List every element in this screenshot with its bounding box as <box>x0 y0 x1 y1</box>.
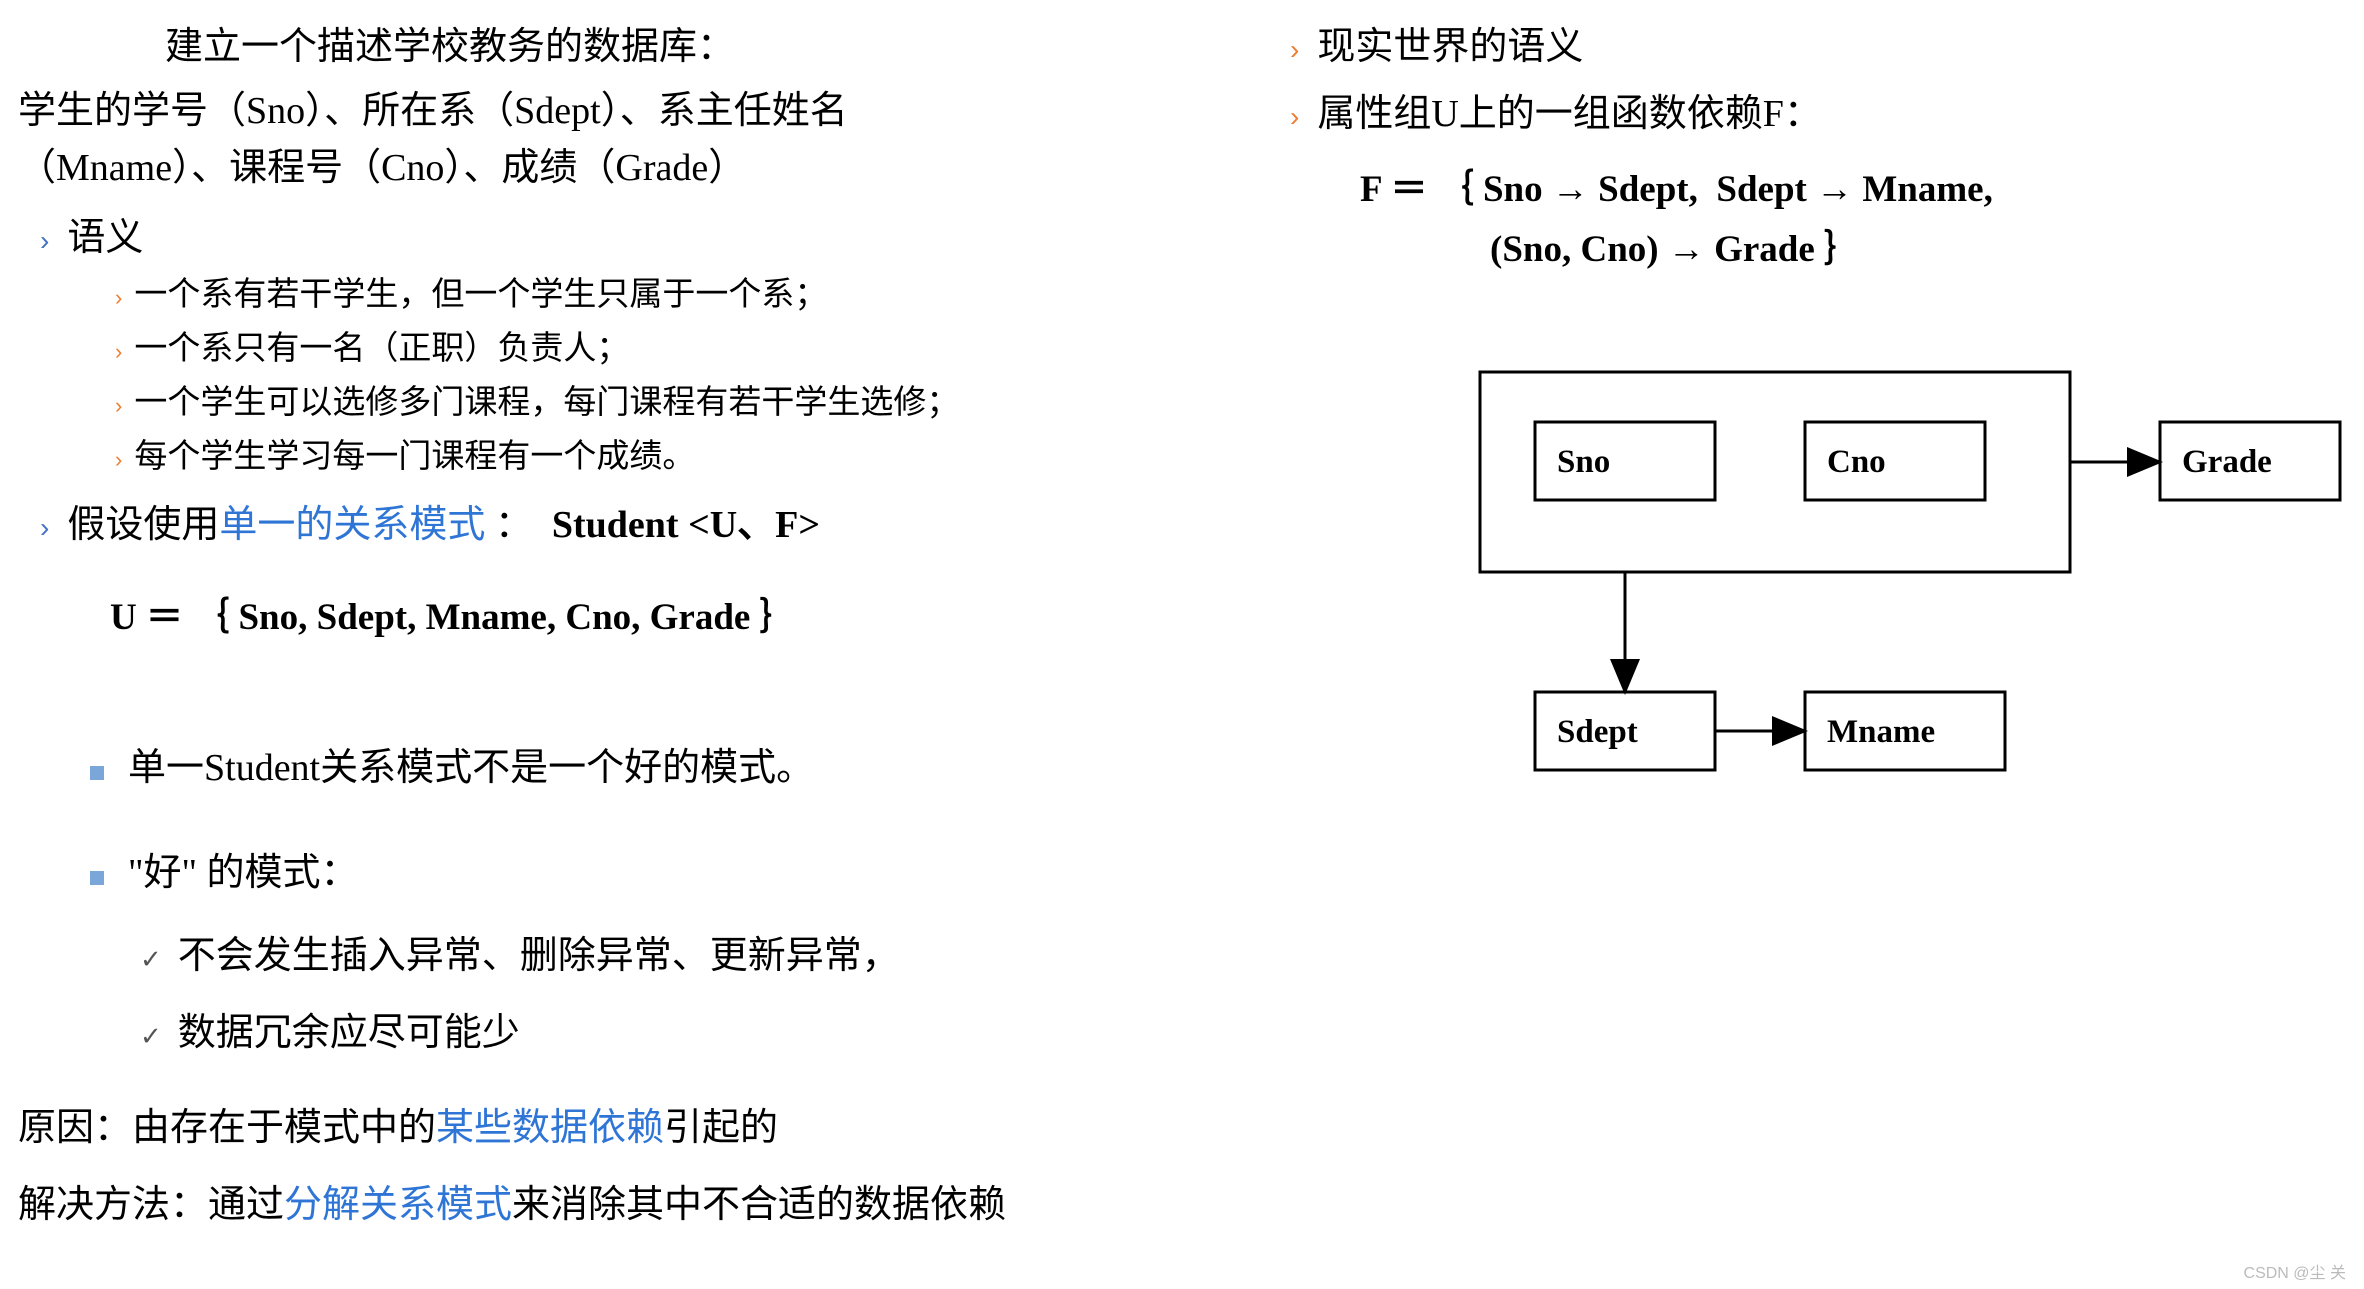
assume-blue: 单一的关系模式 <box>219 504 485 546</box>
fd-diagram-svg: Sno Cno Grade Sdept Mname <box>1470 362 2350 852</box>
check-item-2: ✓ 数据冗余应尽可能少 <box>140 1001 1260 1056</box>
svg-text:Sdept: Sdept <box>1557 714 1638 750</box>
solution-pre: 通过 <box>208 1184 284 1226</box>
sq-item-2: "好" 的模式： <box>90 841 1260 896</box>
chevron-icon: › <box>115 285 122 311</box>
reason-post: 引起的 <box>664 1107 778 1149</box>
right-b2: › 属性组U上的一组函数依赖F： <box>1290 82 2350 137</box>
check-icon: ✓ <box>140 1021 162 1052</box>
chevron-icon: › <box>115 393 122 419</box>
sem-item-3: › 一个学生可以选修多门课程，每门课程有若干学生选修； <box>115 375 1260 423</box>
check-item-1: ✓ 不会发生插入异常、删除异常、更新异常， <box>140 924 1260 979</box>
reason-pre: 由存在于模式中的 <box>132 1107 436 1149</box>
chevron-icon: › <box>1290 34 1299 66</box>
svg-text:Cno: Cno <box>1827 444 1886 480</box>
sq-item-1: 单一Student关系模式不是一个好的模式。 <box>90 736 1260 791</box>
u-formula: U ＝ ｛ Sno, Sdept, Mname, Cno, Grade ｝ <box>110 586 1260 640</box>
solution-line: 解决方法：通过分解关系模式来消除其中不合适的数据依赖 <box>18 1173 1260 1228</box>
attrs-line1: 学生的学号（Sno）、所在系（Sdept）、系主任姓名 <box>18 84 1260 139</box>
svg-text:Sno: Sno <box>1557 444 1610 480</box>
f-line2: (Sno, Cno) → Grade ｝ <box>1490 219 2350 279</box>
fd-diagram: Sno Cno Grade Sdept Mname <box>1470 362 2350 852</box>
f-line1: F ＝ ｛ Sno → Sdept, Sdept → Mname, <box>1360 159 2350 219</box>
chevron-icon: › <box>115 447 122 473</box>
chevron-icon: › <box>1290 101 1299 133</box>
square-icon <box>90 766 104 780</box>
sem-item-2: › 一个系只有一名（正职）负责人； <box>115 321 1260 369</box>
chevron-icon: › <box>40 512 49 544</box>
square-icon <box>90 871 104 885</box>
attrs-line2: （Mname）、课程号（Cno）、成绩（Grade） <box>18 141 1260 196</box>
reason-label: 原因： <box>18 1107 132 1149</box>
watermark: CSDN @尘 关 <box>2244 1259 2346 1283</box>
right-b1: › 现实世界的语义 <box>1290 15 2350 70</box>
chevron-icon: › <box>40 225 49 257</box>
left-column: 建立一个描述学校教务的数据库： 学生的学号（Sno）、所在系（Sdept）、系主… <box>0 0 1260 1228</box>
right-column: › 现实世界的语义 › 属性组U上的一组函数依赖F： F ＝ ｛ Sno → S… <box>1290 0 2350 279</box>
check-icon: ✓ <box>140 944 162 975</box>
svg-text:Mname: Mname <box>1827 714 1935 750</box>
assume-suffix: ： Student <U、F> <box>485 504 820 546</box>
reason-blue: 某些数据依赖 <box>436 1107 664 1149</box>
sem-item-1: › 一个系有若干学生，但一个学生只属于一个系； <box>115 267 1260 315</box>
chevron-icon: › <box>115 339 122 365</box>
solution-post: 来消除其中不合适的数据依赖 <box>512 1184 1006 1226</box>
assume-line: › 假设使用单一的关系模式 ： Student <U、F> <box>40 493 1260 548</box>
solution-blue: 分解关系模式 <box>284 1184 512 1226</box>
svg-text:Grade: Grade <box>2182 444 2272 480</box>
assume-prefix: 假设使用 <box>67 504 219 546</box>
f-formula: F ＝ ｛ Sno → Sdept, Sdept → Mname, (Sno, … <box>1360 159 2350 279</box>
semantics-heading: › 语义 <box>40 206 1260 261</box>
sem-item-4: › 每个学生学习每一门课程有一个成绩。 <box>115 429 1260 477</box>
reason-line: 原因：由存在于模式中的某些数据依赖引起的 <box>18 1096 1260 1151</box>
db-title: 建立一个描述学校教务的数据库： <box>165 15 1260 70</box>
solution-label: 解决方法： <box>18 1184 208 1226</box>
